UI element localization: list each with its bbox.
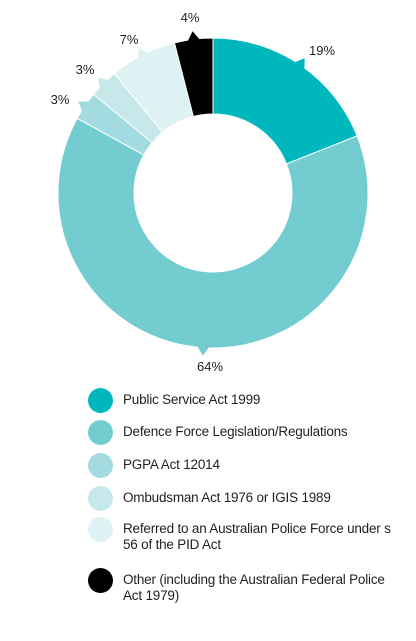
legend-item-ombudsman-act: Ombudsman Act 1976 or IGIS 1989	[88, 486, 398, 511]
slice-pointer-0	[293, 58, 305, 71]
legend-item-referred-police: Referred to an Australian Police Force u…	[88, 517, 398, 553]
slice-label-2: 3%	[51, 92, 70, 107]
slice-pointer-5	[187, 31, 201, 43]
slice-label-3: 3%	[76, 62, 95, 77]
legend-swatch	[88, 486, 113, 511]
slice-label-1: 64%	[197, 359, 223, 374]
donut-slice-0	[212, 37, 358, 165]
slice-pointer-3	[97, 77, 110, 90]
legend-label: Public Service Act 1999	[123, 392, 261, 407]
slice-label-0: 19%	[309, 43, 335, 58]
legend-label: Defence Force Legislation/Regulations	[123, 424, 348, 439]
legend-label: PGPA Act 12014	[123, 457, 220, 472]
legend-label: Referred to an Australian Police Force u…	[123, 521, 391, 552]
donut-slice-5	[173, 37, 214, 118]
donut-slices	[57, 31, 369, 356]
legend-item-public-service-act: Public Service Act 1999	[88, 388, 398, 413]
slice-label-5: 4%	[181, 10, 200, 25]
legend-swatch	[88, 517, 113, 542]
slice-pointer-2	[78, 101, 91, 113]
legend-label: Ombudsman Act 1976 or IGIS 1989	[123, 490, 331, 505]
legend-item-defence-force: Defence Force Legislation/Regulations	[88, 420, 398, 445]
slice-label-4: 7%	[120, 32, 139, 47]
legend-swatch	[88, 453, 113, 478]
legend-item-pgpa-act: PGPA Act 12014	[88, 453, 398, 478]
slice-pointer-4	[137, 47, 150, 60]
slice-pointer-1	[196, 345, 211, 356]
slice-labels: 19% 64% 3% 3% 7% 4%	[51, 10, 336, 374]
legend-swatch	[88, 420, 113, 445]
legend-swatch	[88, 568, 113, 593]
donut-slice-1	[57, 117, 369, 349]
legend-swatch	[88, 388, 113, 413]
donut-chart: 19% 64% 3% 3% 7% 4%	[51, 10, 369, 374]
legend-label: Other (including the Australian Federal …	[123, 572, 385, 603]
legend-item-other: Other (including the Australian Federal …	[88, 568, 398, 604]
